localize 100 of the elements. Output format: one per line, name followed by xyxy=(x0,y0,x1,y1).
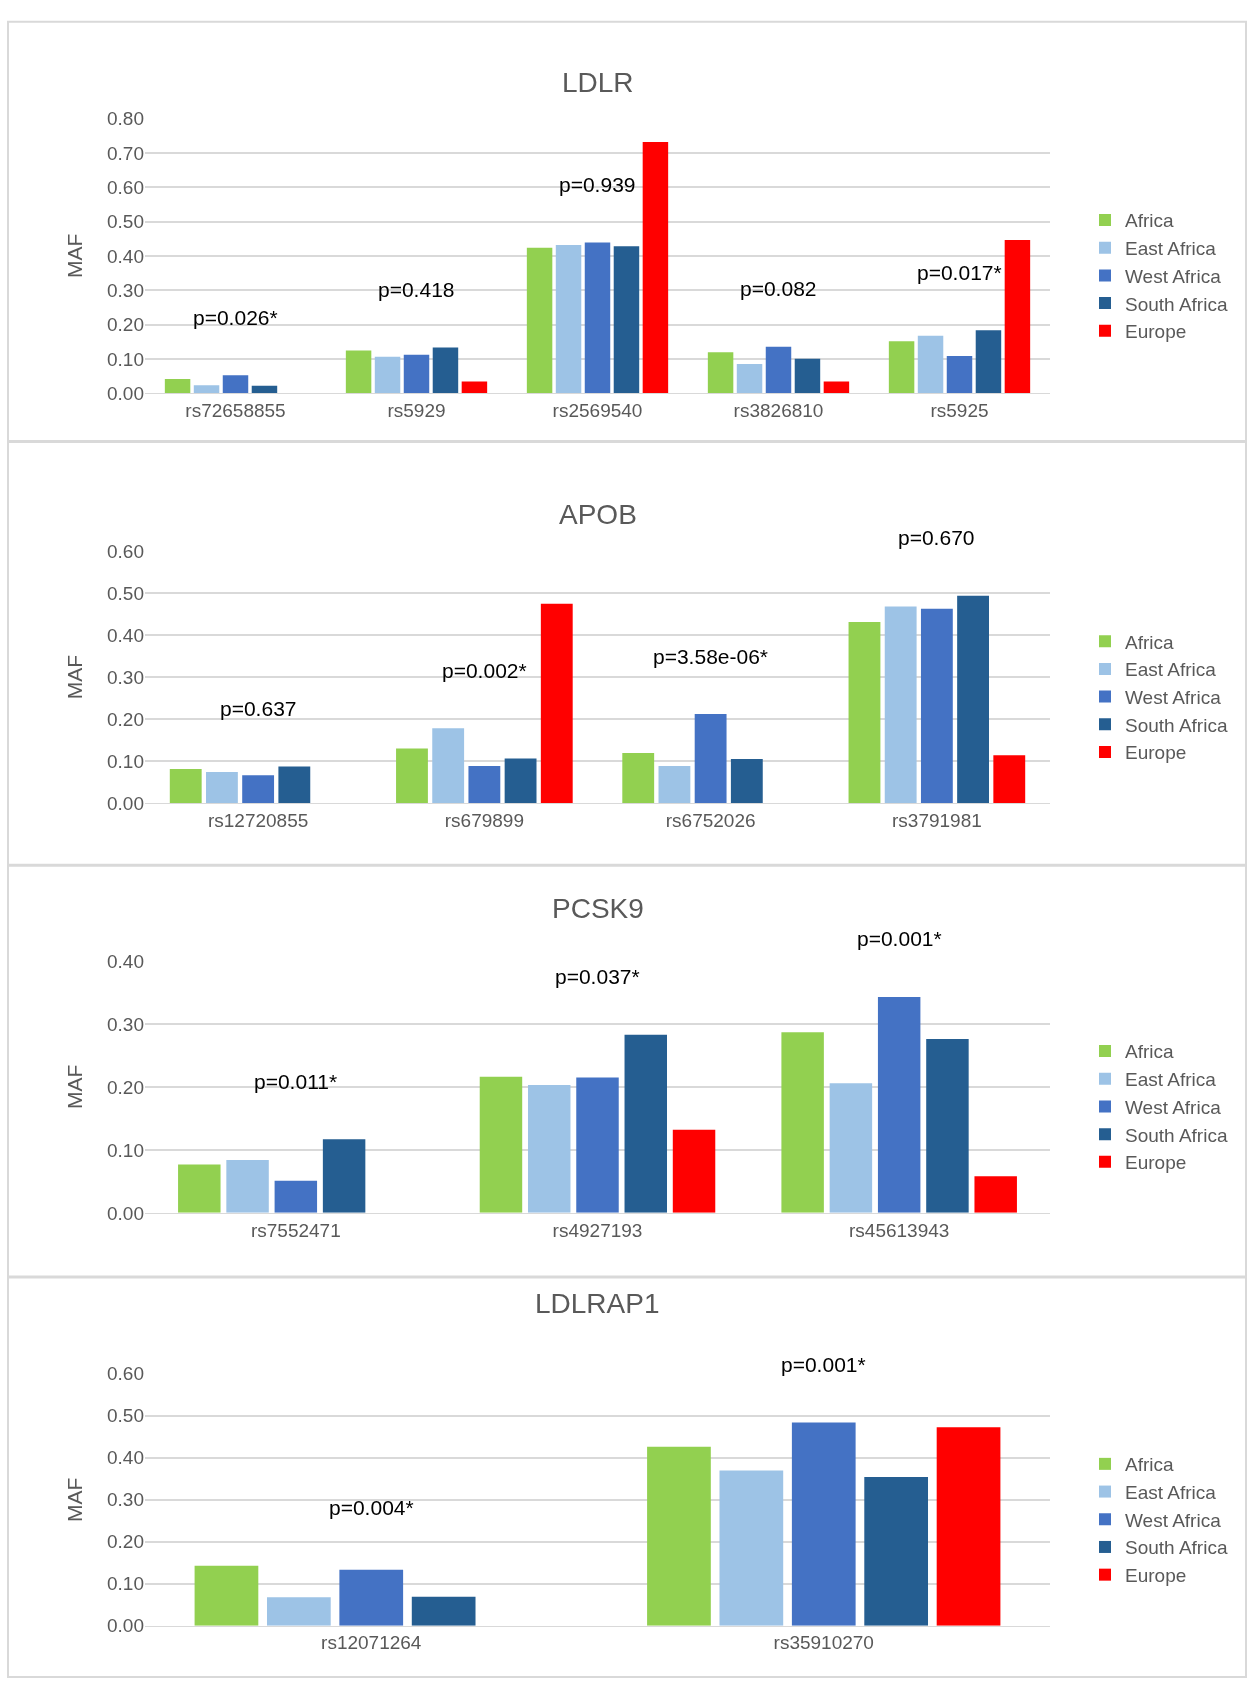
annotation: p=0.418 xyxy=(378,278,455,301)
legend-label: Europe xyxy=(1125,1152,1187,1174)
bar xyxy=(274,1180,318,1213)
bar xyxy=(540,603,573,804)
legend-label: West Africa xyxy=(1125,1096,1222,1118)
y-tick-label: 0.60 xyxy=(107,1363,144,1385)
bar xyxy=(884,606,917,804)
bar xyxy=(322,1139,366,1213)
bar xyxy=(193,385,220,394)
bar xyxy=(178,1164,221,1213)
bar xyxy=(877,996,921,1213)
bar xyxy=(642,141,669,394)
x-tick-label: rs5929 xyxy=(387,399,446,421)
bar xyxy=(624,1034,667,1213)
bar xyxy=(345,350,372,394)
bar xyxy=(613,246,640,394)
bar xyxy=(411,1596,476,1626)
bar xyxy=(946,356,973,394)
y-tick-label: 0.10 xyxy=(107,750,144,772)
y-tick-label: 0.50 xyxy=(107,582,144,604)
bar xyxy=(206,771,238,804)
y-tick-label: 0.40 xyxy=(107,950,144,972)
bar xyxy=(936,1427,1001,1626)
chart-title: APOB xyxy=(559,499,637,530)
bar xyxy=(164,379,191,394)
annotation: p=0.002* xyxy=(442,659,527,682)
bar xyxy=(920,608,953,804)
bar xyxy=(479,1076,523,1213)
bar xyxy=(975,330,1002,394)
legend-label: East Africa xyxy=(1125,238,1217,260)
x-tick-label: rs679899 xyxy=(444,809,524,831)
y-tick-label: 0.20 xyxy=(107,708,144,730)
bar xyxy=(584,242,611,394)
legend-label: Europe xyxy=(1125,1565,1187,1587)
y-tick-label: 0.30 xyxy=(107,279,144,301)
annotation: p=0.637 xyxy=(220,697,297,720)
y-axis-title: MAF xyxy=(63,1477,87,1522)
bar xyxy=(730,758,763,804)
bar xyxy=(864,1477,929,1626)
bar xyxy=(526,247,553,394)
bar xyxy=(781,1032,824,1213)
y-tick-label: 0.10 xyxy=(107,1573,144,1595)
legend-label: West Africa xyxy=(1125,1509,1222,1531)
bar xyxy=(194,1565,259,1626)
y-tick-label: 0.50 xyxy=(107,1405,144,1427)
bar xyxy=(222,375,249,394)
y-axis-title: MAF xyxy=(63,1064,87,1110)
bar xyxy=(694,714,727,804)
x-tick-label: rs35910270 xyxy=(773,1632,874,1654)
x-tick-label: rs12720855 xyxy=(207,809,309,831)
legend-label: Africa xyxy=(1125,631,1174,653)
x-tick-label: rs7552471 xyxy=(250,1219,341,1241)
bar xyxy=(736,364,763,394)
bar xyxy=(993,755,1026,804)
legend-label: West Africa xyxy=(1125,687,1222,709)
annotation: p=0.001* xyxy=(781,1353,866,1376)
legend-label: South Africa xyxy=(1125,1537,1228,1559)
bar xyxy=(504,758,537,804)
x-tick-label: rs3826810 xyxy=(733,399,824,421)
y-tick-label: 0.50 xyxy=(107,211,144,233)
annotation: p=0.939 xyxy=(559,173,636,196)
annotation: p=0.082 xyxy=(740,277,817,300)
bar xyxy=(339,1569,404,1626)
legend-label: South Africa xyxy=(1125,714,1228,736)
legend-label: Africa xyxy=(1125,1454,1174,1476)
bar xyxy=(829,1083,873,1213)
bar xyxy=(658,766,691,804)
y-axis-title: MAF xyxy=(63,233,87,279)
legend-label: West Africa xyxy=(1125,265,1222,287)
bar xyxy=(432,347,459,394)
legend-label: Europe xyxy=(1125,742,1187,764)
legend-label: East Africa xyxy=(1125,1481,1217,1503)
bar xyxy=(622,753,655,804)
legend-label: Africa xyxy=(1125,210,1174,232)
bar xyxy=(576,1077,619,1213)
annotation: p=0.011* xyxy=(254,1070,338,1093)
y-tick-label: 0.40 xyxy=(107,624,144,646)
bar xyxy=(251,385,278,394)
y-tick-label: 0.00 xyxy=(107,382,144,404)
annotation: p=0.026* xyxy=(193,306,278,329)
y-tick-label: 0.00 xyxy=(107,792,144,814)
bar xyxy=(765,346,792,394)
bar xyxy=(266,1597,331,1626)
bar xyxy=(848,622,881,804)
bar xyxy=(888,341,915,394)
y-tick-label: 0.20 xyxy=(107,1076,144,1098)
bar xyxy=(974,1176,1017,1213)
annotation: p=0.017* xyxy=(917,261,1002,284)
x-tick-label: rs45613943 xyxy=(848,1219,950,1241)
bar xyxy=(555,244,582,394)
y-tick-label: 0.80 xyxy=(107,108,144,130)
y-tick-label: 0.00 xyxy=(107,1202,144,1224)
x-tick-label: rs2569540 xyxy=(552,399,643,421)
x-tick-label: rs5925 xyxy=(930,399,989,421)
bar xyxy=(242,775,275,804)
y-tick-label: 0.20 xyxy=(107,1531,144,1553)
annotation: p=0.037* xyxy=(555,965,640,988)
bar xyxy=(719,1470,784,1626)
y-tick-label: 0.00 xyxy=(107,1615,144,1637)
bar xyxy=(917,335,944,394)
